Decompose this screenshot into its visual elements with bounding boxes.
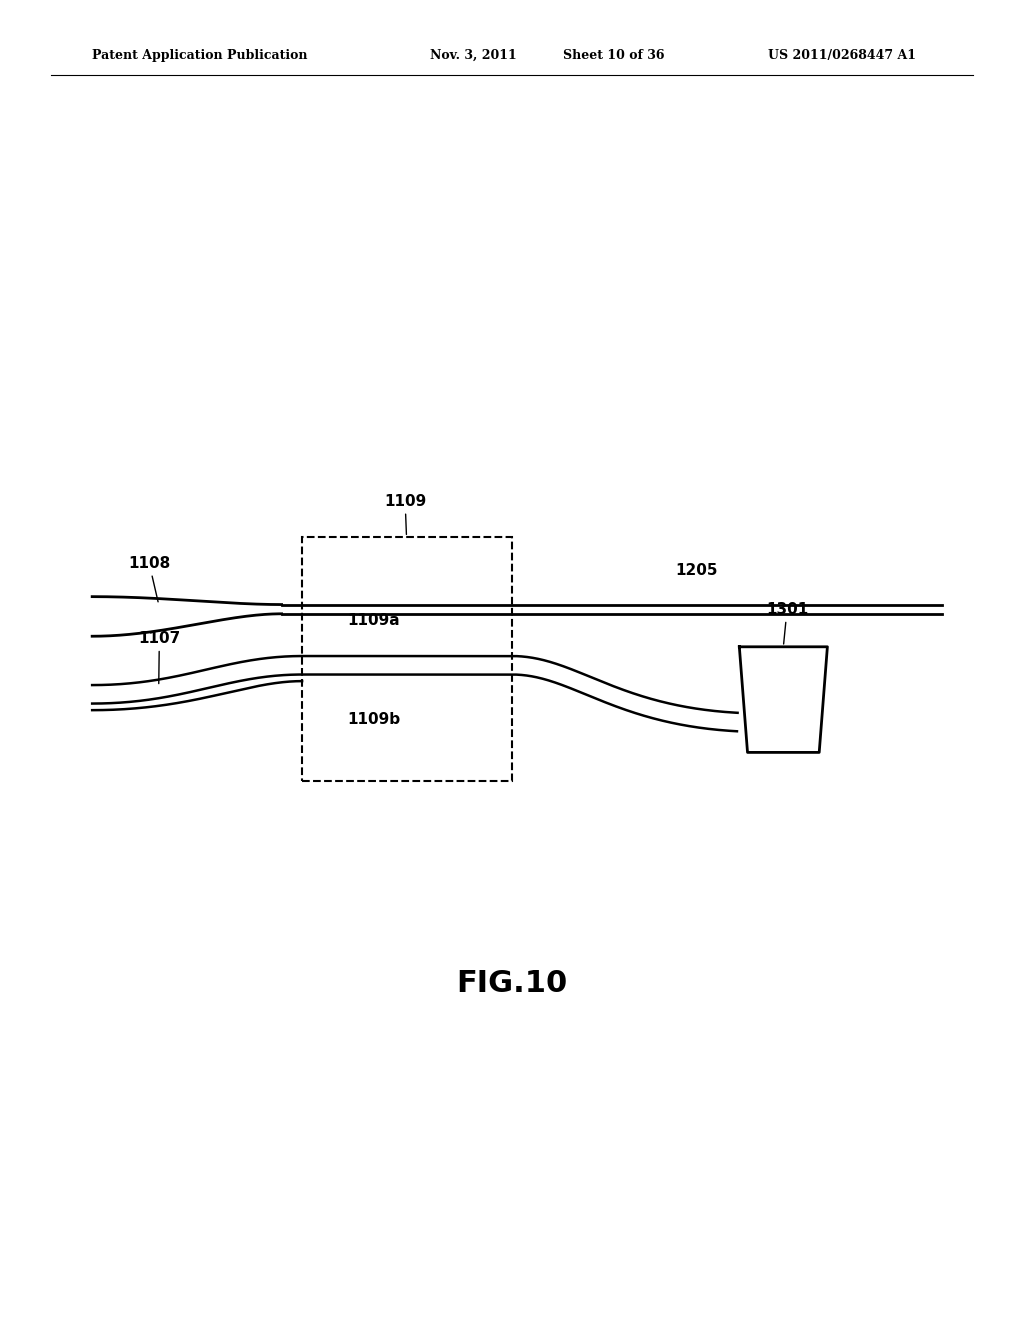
Text: Patent Application Publication: Patent Application Publication [92, 49, 307, 62]
Text: 1109: 1109 [384, 494, 426, 535]
Text: Nov. 3, 2011: Nov. 3, 2011 [430, 49, 517, 62]
Text: 1108: 1108 [128, 556, 170, 602]
Text: FIG.10: FIG.10 [457, 969, 567, 998]
Text: 1107: 1107 [138, 631, 180, 684]
Text: US 2011/0268447 A1: US 2011/0268447 A1 [768, 49, 916, 62]
Text: 1109a: 1109a [347, 612, 400, 628]
Text: 1205: 1205 [675, 562, 718, 578]
Text: Sheet 10 of 36: Sheet 10 of 36 [563, 49, 665, 62]
Text: 1301: 1301 [766, 602, 808, 644]
Text: 1109b: 1109b [347, 711, 400, 727]
